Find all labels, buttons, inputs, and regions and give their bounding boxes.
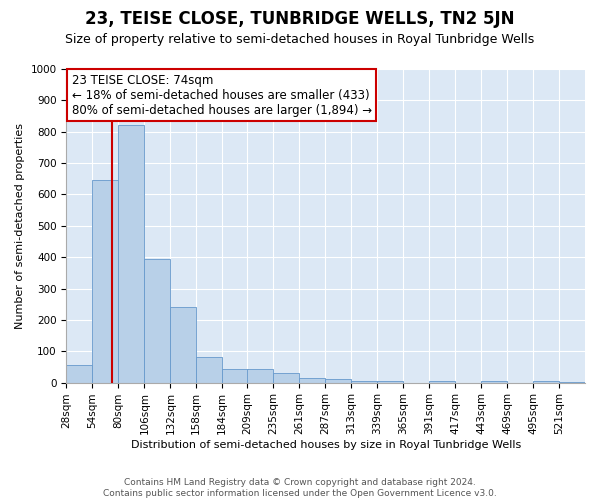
Bar	[118, 126, 145, 382]
Bar	[92, 180, 118, 382]
Bar	[273, 373, 299, 382]
Bar	[481, 381, 507, 382]
Bar	[67, 366, 92, 382]
Bar	[533, 381, 559, 382]
Bar	[377, 381, 403, 382]
Bar	[247, 370, 273, 382]
Y-axis label: Number of semi-detached properties: Number of semi-detached properties	[15, 123, 25, 329]
Text: 23 TEISE CLOSE: 74sqm
← 18% of semi-detached houses are smaller (433)
80% of sem: 23 TEISE CLOSE: 74sqm ← 18% of semi-deta…	[71, 74, 372, 116]
Bar	[196, 356, 222, 382]
Bar	[325, 380, 351, 382]
Bar	[351, 381, 377, 382]
Text: Contains HM Land Registry data © Crown copyright and database right 2024.
Contai: Contains HM Land Registry data © Crown c…	[103, 478, 497, 498]
Text: Size of property relative to semi-detached houses in Royal Tunbridge Wells: Size of property relative to semi-detach…	[65, 32, 535, 46]
Bar	[299, 378, 325, 382]
Bar	[429, 381, 455, 382]
Bar	[222, 370, 248, 382]
Bar	[170, 308, 196, 382]
Text: 23, TEISE CLOSE, TUNBRIDGE WELLS, TN2 5JN: 23, TEISE CLOSE, TUNBRIDGE WELLS, TN2 5J…	[85, 10, 515, 28]
Bar	[145, 258, 170, 382]
X-axis label: Distribution of semi-detached houses by size in Royal Tunbridge Wells: Distribution of semi-detached houses by …	[131, 440, 521, 450]
